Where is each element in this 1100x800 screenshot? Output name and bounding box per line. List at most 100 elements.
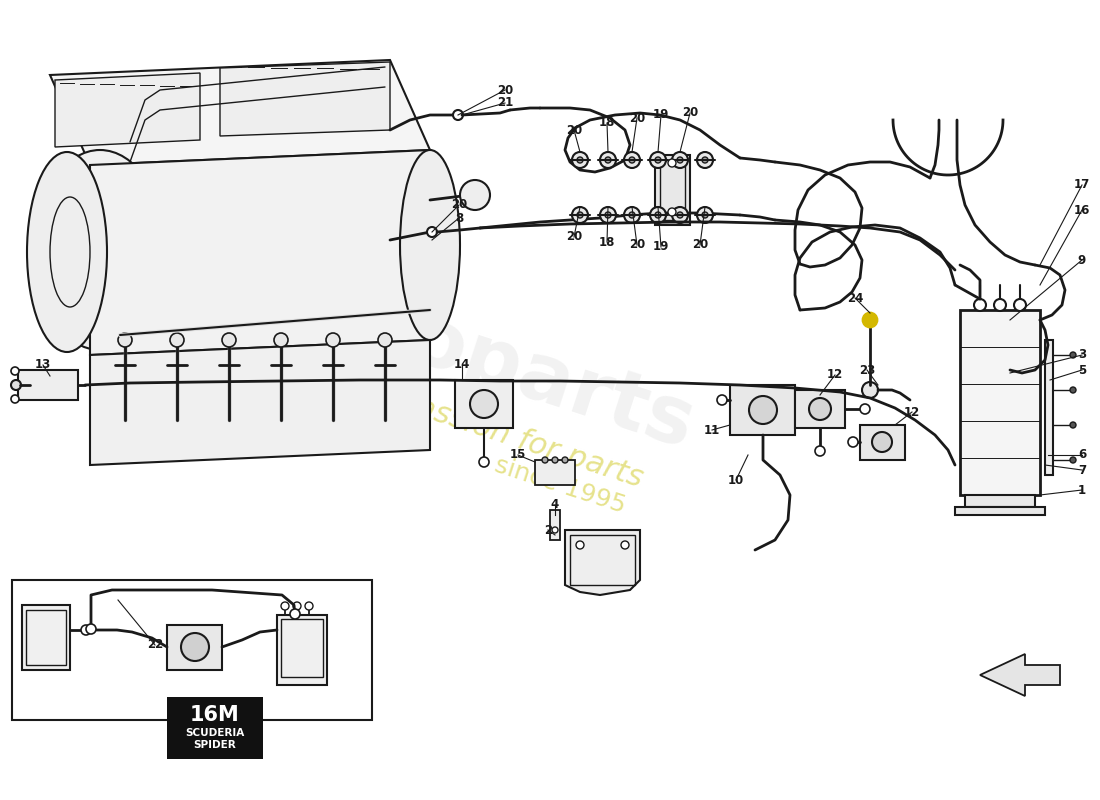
Circle shape [600, 152, 616, 168]
Circle shape [600, 207, 616, 223]
Bar [955, 507, 1045, 515]
Circle shape [572, 207, 588, 223]
Circle shape [808, 398, 830, 420]
Circle shape [629, 212, 635, 218]
Circle shape [305, 602, 314, 610]
Circle shape [654, 212, 661, 218]
Bar [960, 310, 1040, 495]
Circle shape [81, 625, 91, 635]
Circle shape [717, 395, 727, 405]
Bar [965, 495, 1035, 507]
Circle shape [572, 152, 588, 168]
Circle shape [650, 207, 666, 223]
Circle shape [702, 212, 708, 218]
Circle shape [170, 333, 184, 347]
Circle shape [624, 207, 640, 223]
Text: 20: 20 [451, 198, 468, 211]
Polygon shape [90, 150, 430, 355]
Text: 15: 15 [509, 449, 526, 462]
Bar [860, 425, 905, 460]
Text: 2: 2 [543, 523, 552, 537]
Circle shape [605, 157, 610, 163]
Text: 14: 14 [454, 358, 470, 371]
Bar [18, 370, 78, 400]
Circle shape [552, 457, 558, 463]
Polygon shape [90, 340, 430, 465]
Circle shape [280, 602, 289, 610]
Text: 12: 12 [827, 369, 843, 382]
Circle shape [862, 382, 878, 398]
Bar [277, 615, 327, 685]
Text: 6: 6 [1078, 449, 1086, 462]
Circle shape [576, 541, 584, 549]
Text: SCUDERIA: SCUDERIA [186, 728, 244, 738]
Ellipse shape [400, 150, 460, 340]
Polygon shape [55, 73, 200, 147]
Circle shape [676, 212, 683, 218]
Circle shape [293, 602, 301, 610]
Bar [795, 390, 845, 428]
Bar [280, 619, 323, 677]
Text: 20: 20 [682, 106, 698, 119]
Bar [22, 605, 70, 670]
Circle shape [460, 180, 490, 210]
Circle shape [11, 395, 19, 403]
Circle shape [552, 527, 558, 533]
Circle shape [222, 333, 236, 347]
Text: 4: 4 [551, 498, 559, 511]
Circle shape [542, 457, 548, 463]
Text: 20: 20 [565, 123, 582, 137]
Text: 16: 16 [1074, 203, 1090, 217]
Circle shape [621, 541, 629, 549]
Text: since 1995: since 1995 [492, 453, 628, 518]
Text: 18: 18 [598, 235, 615, 249]
Ellipse shape [35, 150, 165, 350]
Ellipse shape [28, 152, 107, 352]
Text: 20: 20 [497, 83, 513, 97]
Bar [167, 697, 263, 759]
Circle shape [629, 157, 635, 163]
Text: 19: 19 [652, 241, 669, 254]
Circle shape [11, 380, 21, 390]
Circle shape [427, 227, 437, 237]
Polygon shape [220, 62, 390, 136]
Text: 24: 24 [847, 291, 864, 305]
Circle shape [848, 437, 858, 447]
Text: 21: 21 [497, 97, 513, 110]
Bar [654, 155, 690, 225]
Circle shape [672, 152, 688, 168]
Circle shape [1014, 299, 1026, 311]
Bar [12, 580, 372, 720]
Circle shape [1070, 422, 1076, 428]
Text: 16M: 16M [190, 705, 240, 725]
Text: 20: 20 [692, 238, 708, 251]
Text: 9: 9 [1078, 254, 1086, 266]
Text: 11: 11 [704, 423, 720, 437]
Text: 12: 12 [904, 406, 920, 418]
Bar [730, 385, 795, 435]
Circle shape [994, 299, 1006, 311]
Circle shape [749, 396, 777, 424]
Circle shape [654, 157, 661, 163]
Circle shape [668, 208, 676, 216]
Text: 20: 20 [565, 230, 582, 243]
Text: 17: 17 [1074, 178, 1090, 191]
Circle shape [650, 152, 666, 168]
Circle shape [118, 333, 132, 347]
Circle shape [182, 633, 209, 661]
Circle shape [672, 207, 688, 223]
Text: 22: 22 [147, 638, 163, 651]
Bar [660, 160, 685, 220]
Circle shape [290, 609, 300, 619]
Text: 20: 20 [629, 111, 645, 125]
Circle shape [1070, 457, 1076, 463]
Bar [1045, 340, 1053, 475]
Bar [167, 625, 222, 670]
Circle shape [86, 624, 96, 634]
Circle shape [624, 152, 640, 168]
FancyArrow shape [980, 654, 1060, 696]
Text: europarts: europarts [256, 254, 704, 466]
Circle shape [860, 404, 870, 414]
Circle shape [11, 367, 19, 375]
Circle shape [864, 313, 877, 327]
